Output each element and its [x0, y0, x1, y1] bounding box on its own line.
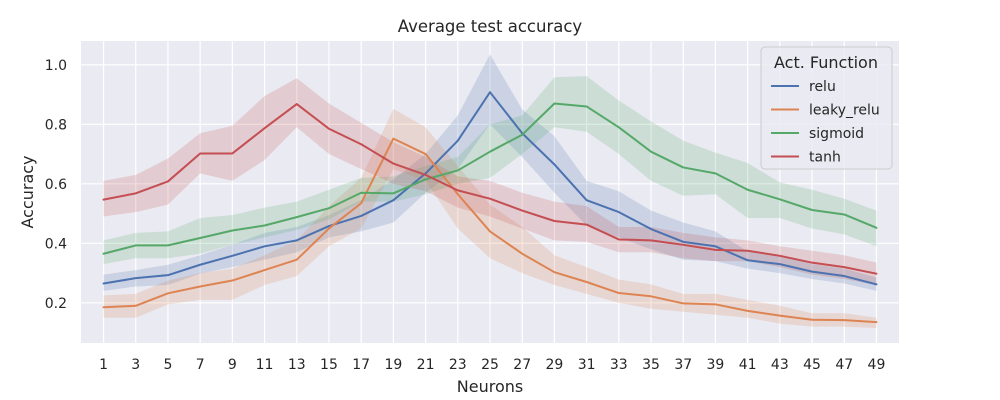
series-line-tanh [102, 103, 878, 275]
x-tick-label: 21 [417, 357, 435, 373]
y-tick-label: 0.6 [45, 177, 67, 193]
x-tick-label: 19 [384, 357, 402, 373]
legend-label-relu: relu [809, 79, 836, 95]
x-tick-label: 43 [771, 357, 789, 373]
x-tick-label: 17 [352, 357, 370, 373]
y-tick-label: 0.4 [45, 236, 67, 252]
x-tick-labels: 1 3 5 7 9 11 13 15 17 19 21 23 25 27 29 31 33 35 37 39 41 43 4… [99, 357, 885, 373]
x-tick-label: 3 [131, 357, 140, 373]
x-tick-label: 49 [868, 357, 886, 373]
legend-box [760, 46, 893, 170]
grid [81, 41, 899, 343]
x-tick-label: 15 [320, 357, 338, 373]
legend-label-leaky_relu: leaky_relu [809, 103, 880, 119]
series-line-sigmoid [102, 102, 878, 255]
x-tick-label: 27 [513, 357, 531, 373]
x-tick-label: 13 [288, 357, 306, 373]
legend-label-sigmoid: sigmoid [809, 126, 864, 142]
x-axis-title: Neurons [457, 377, 523, 396]
series-line-relu [102, 91, 878, 286]
y-tick-labels: 0.2 0.4 0.6 0.8 1.0 [45, 58, 67, 312]
band-tanh [103, 78, 877, 285]
legend-label-tanh: tanh [809, 150, 841, 166]
series-line-leaky_relu [102, 137, 878, 324]
x-tick-label: 31 [578, 357, 596, 373]
x-tick-label: 1 [99, 357, 108, 373]
x-tick-label: 37 [674, 357, 692, 373]
x-tick-label: 45 [803, 357, 821, 373]
x-tick-label: 11 [256, 357, 274, 373]
x-tick-label: 29 [545, 357, 563, 373]
y-axis-title: Accuracy [18, 155, 37, 228]
band-relu [103, 54, 877, 291]
x-tick-label: 5 [163, 357, 172, 373]
x-tick-label: 23 [449, 357, 467, 373]
series-lines [102, 91, 878, 324]
x-tick-label: 41 [739, 357, 757, 373]
y-tick-label: 0.8 [45, 117, 67, 133]
x-tick-label: 33 [610, 357, 628, 373]
x-tick-label: 39 [707, 357, 725, 373]
legend-title: Act. Function [774, 53, 878, 72]
x-tick-label: 47 [835, 357, 853, 373]
y-tick-label: 1.0 [45, 58, 67, 74]
y-tick-label: 0.2 [45, 296, 67, 312]
x-tick-label: 9 [228, 357, 237, 373]
x-tick-label: 25 [481, 357, 499, 373]
chart-title: Average test accuracy [398, 17, 583, 36]
x-tick-label: 35 [642, 357, 660, 373]
x-tick-label: 7 [196, 357, 205, 373]
band-leaky_relu [103, 108, 877, 329]
